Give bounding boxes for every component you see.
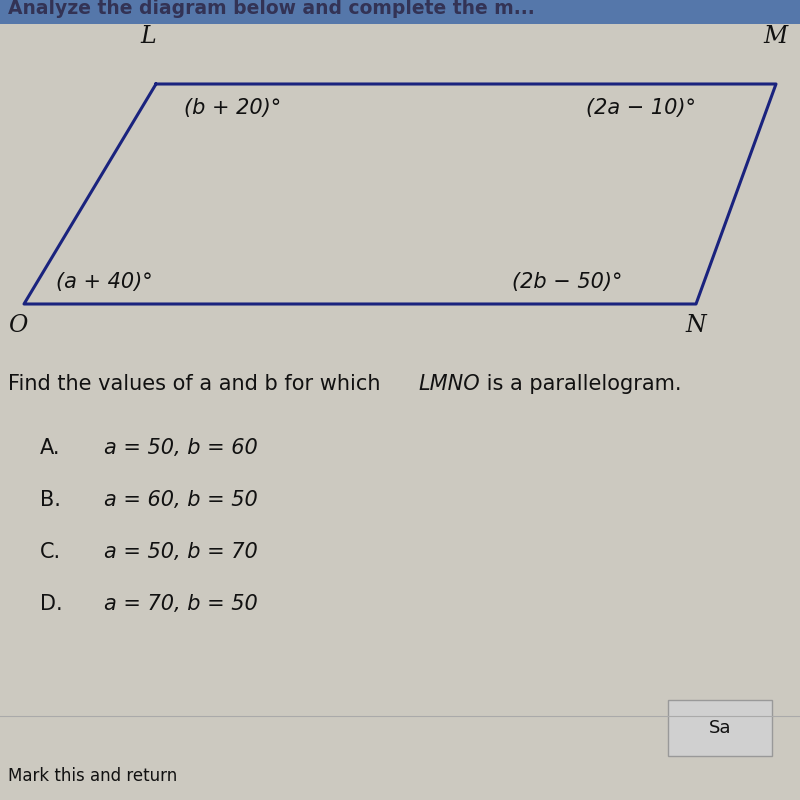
Text: Find the values of a and b for which: Find the values of a and b for which [8,374,387,394]
Text: Analyze the diagram below and complete the m...: Analyze the diagram below and complete t… [8,0,534,18]
FancyBboxPatch shape [668,700,772,756]
Text: (2b − 50)°: (2b − 50)° [512,272,622,292]
Text: O: O [8,314,27,337]
Text: Mark this and return: Mark this and return [8,767,178,785]
Text: L: L [140,25,156,48]
FancyBboxPatch shape [0,0,800,24]
Text: a = 50, b = 70: a = 50, b = 70 [104,542,258,562]
Text: LMNO: LMNO [418,374,480,394]
Text: B.: B. [40,490,61,510]
Text: D.: D. [40,594,62,614]
Text: a = 70, b = 50: a = 70, b = 50 [104,594,258,614]
Text: (b + 20)°: (b + 20)° [184,98,282,118]
Text: A.: A. [40,438,61,458]
Text: C.: C. [40,542,61,562]
Text: a = 60, b = 50: a = 60, b = 50 [104,490,258,510]
Text: (2a − 10)°: (2a − 10)° [586,98,696,118]
Text: M: M [764,25,788,48]
Text: N: N [686,314,706,337]
Text: is a parallelogram.: is a parallelogram. [480,374,682,394]
Text: Sa: Sa [709,719,731,737]
Text: a = 50, b = 60: a = 50, b = 60 [104,438,258,458]
Text: (a + 40)°: (a + 40)° [56,272,153,292]
